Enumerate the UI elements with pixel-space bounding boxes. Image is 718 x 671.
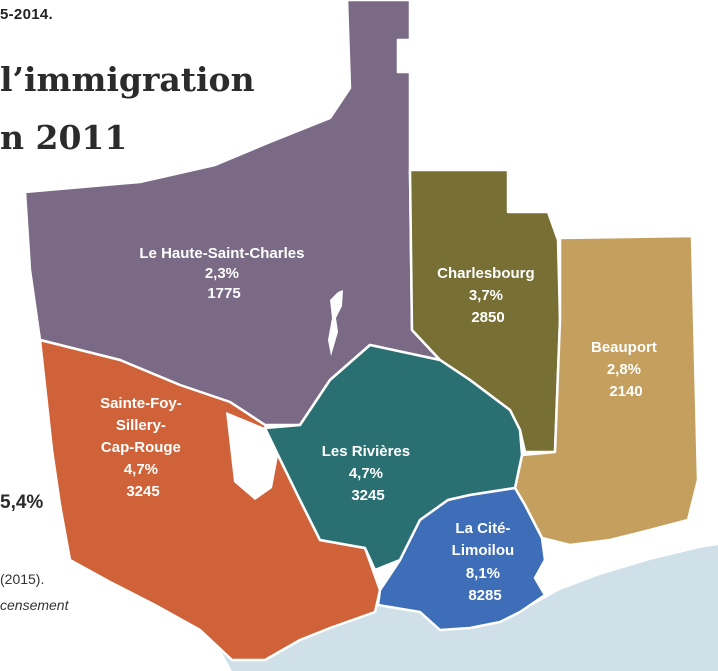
source-note-line-2: censement (0, 597, 69, 613)
side-percent: 5,4% (0, 492, 44, 513)
label-beauport: Beauport 2,8% 2140 (591, 339, 661, 400)
lake-inlet (328, 290, 343, 356)
label-haute-saint-charles: Le Haute-Saint-Charles 2,3% 1775 (139, 245, 308, 302)
label-sainte-foy: Sainte-Foy- Sillery- Cap-Rouge 4,7% 3245 (100, 395, 186, 500)
district-sainte-foy[interactable] (38, 338, 382, 662)
label-charlesbourg: Charlesbourg 3,7% 2850 (437, 265, 539, 326)
river-water (200, 545, 718, 671)
title-line-2: n 2011 (0, 118, 128, 157)
title-line-1: l’immigration (0, 60, 255, 99)
white-gap (226, 412, 278, 500)
source-note-line-1: (2015). (0, 571, 45, 587)
label-les-rivieres: Les Rivières 4,7% 3245 (322, 443, 415, 504)
header-fragment: 5-2014. (0, 6, 53, 23)
district-beauport[interactable] (513, 234, 700, 547)
labels: Le Haute-Saint-Charles 2,3% 1775 Charles… (100, 245, 661, 604)
district-la-cite-limoilou[interactable] (376, 486, 547, 632)
label-la-cite-limoilou: La Cité- Limoilou 8,1% 8285 (452, 520, 519, 604)
